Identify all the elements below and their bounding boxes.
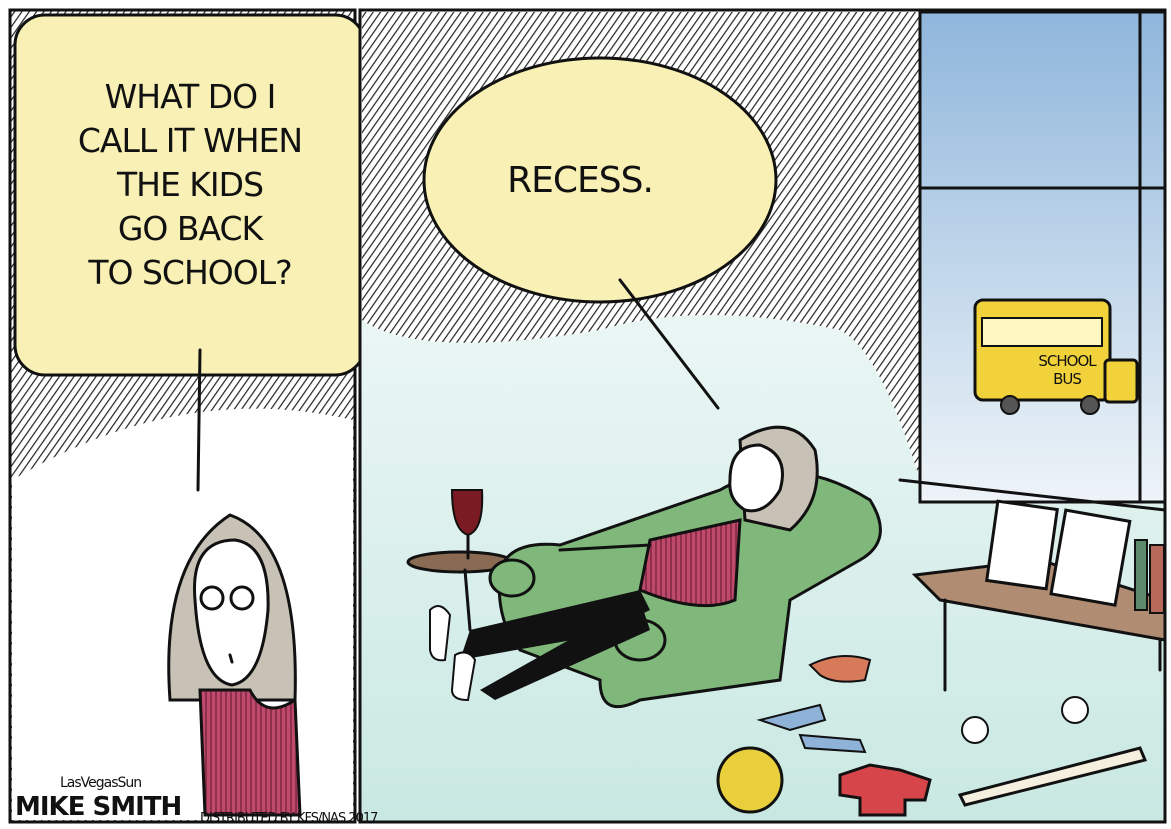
right-panel: SCHOOL BUS RECESS. xyxy=(360,10,1165,822)
window xyxy=(920,12,1165,502)
speech-line: GO BACK xyxy=(118,209,265,248)
left-panel: WHAT DO I CALL IT WHEN THE KIDS GO BACK … xyxy=(10,10,365,822)
artist: MIKE SMITH xyxy=(15,792,181,822)
speech-text: RECESS. xyxy=(507,160,653,201)
bus-sign: BUS xyxy=(1053,370,1081,388)
bus-sign: SCHOOL xyxy=(1038,352,1097,370)
speech-line: WHAT DO I xyxy=(105,77,276,116)
distributor: DISTRIBUTED BY KFS/NAS 2017 xyxy=(200,811,378,826)
speech-line: THE KIDS xyxy=(116,165,263,204)
newspaper: LasVegasSun xyxy=(60,775,141,791)
speech-line: CALL IT WHEN xyxy=(78,121,302,160)
cartoon: WHAT DO I CALL IT WHEN THE KIDS GO BACK … xyxy=(0,0,1171,829)
page: {"left_panel": {"speech_lines": ["WHAT D… xyxy=(0,0,1171,829)
speech-line: TO SCHOOL? xyxy=(87,253,291,292)
